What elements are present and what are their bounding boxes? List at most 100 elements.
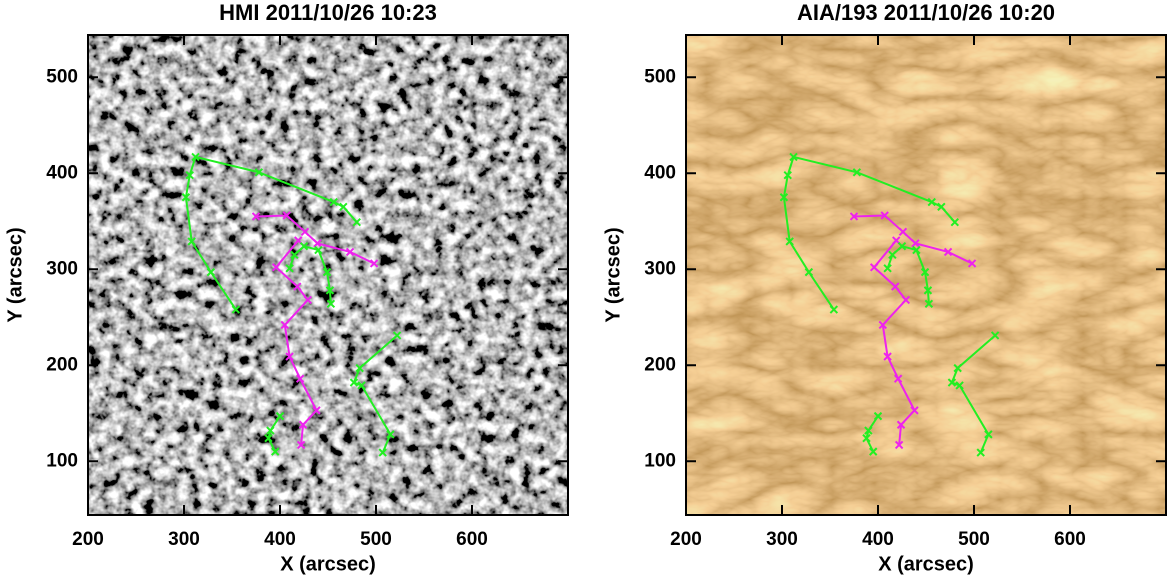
point-marker — [783, 170, 792, 180]
x-axis-label: X (arcsec) — [280, 553, 376, 575]
y-tick-label: 200 — [46, 354, 78, 375]
x-tick-label: 300 — [766, 529, 798, 550]
point-marker — [923, 286, 933, 295]
point-marker — [804, 267, 814, 277]
y-tick-label: 400 — [644, 162, 676, 183]
point-marker — [943, 247, 953, 257]
point-marker — [392, 331, 402, 340]
point-marker — [280, 320, 290, 330]
chart-title: HMI 2011/10/26 10:23 — [219, 0, 437, 25]
y-tick-label: 500 — [644, 66, 676, 87]
x-tick-label: 500 — [958, 529, 990, 550]
plot-frame — [685, 34, 1167, 516]
point-marker — [896, 420, 906, 429]
point-marker — [893, 374, 903, 383]
y-tick-label: 100 — [46, 450, 78, 471]
loop-trace — [872, 239, 916, 446]
point-marker — [251, 212, 261, 221]
point-marker — [181, 193, 191, 202]
y-tick-label: 200 — [644, 354, 676, 375]
point-marker — [355, 363, 364, 373]
y-tick-label: 400 — [46, 162, 78, 183]
point-marker — [779, 193, 789, 202]
x-tick-label: 600 — [1054, 529, 1086, 550]
point-marker — [299, 241, 309, 251]
y-tick-label: 100 — [644, 450, 676, 471]
loop-trace — [352, 334, 398, 453]
y-axis-label: Y (arcsec) — [4, 227, 26, 322]
x-tick-label: 400 — [264, 529, 296, 550]
point-marker — [271, 263, 281, 272]
point-marker — [883, 352, 892, 361]
x-tick-label: 200 — [72, 529, 104, 550]
x-tick-label: 300 — [168, 529, 200, 550]
y-tick-label: 300 — [644, 258, 676, 279]
loop-trace — [184, 155, 358, 311]
point-marker — [322, 267, 332, 277]
point-marker — [937, 202, 946, 212]
point-marker — [191, 152, 200, 162]
point-marker — [339, 202, 348, 212]
loop-trace — [782, 155, 956, 311]
point-marker — [927, 197, 936, 207]
plot-frame — [87, 34, 569, 516]
point-marker — [325, 286, 335, 295]
point-marker — [953, 363, 962, 373]
loop-trace — [267, 415, 281, 453]
point-marker — [976, 448, 985, 457]
point-marker — [852, 168, 862, 177]
point-marker — [352, 217, 362, 227]
point-marker — [300, 227, 310, 237]
point-marker — [266, 426, 275, 435]
point-marker — [293, 282, 302, 291]
point-marker — [185, 170, 194, 180]
point-marker — [369, 259, 379, 268]
point-marker — [357, 381, 366, 390]
point-marker — [894, 440, 904, 450]
x-tick-label: 500 — [360, 529, 392, 550]
point-marker — [296, 440, 306, 450]
point-marker — [785, 237, 794, 246]
point-marker — [967, 259, 977, 268]
point-marker — [990, 331, 1000, 340]
point-marker — [864, 426, 873, 435]
chart-title: AIA/193 2011/10/26 10:20 — [797, 0, 1055, 25]
y-tick-label: 300 — [46, 258, 78, 279]
y-axis-label: Y (arcsec) — [602, 227, 624, 322]
point-marker — [868, 447, 878, 456]
x-axis-label: X (arcsec) — [878, 553, 974, 575]
x-tick-label: 200 — [670, 529, 702, 550]
point-marker — [270, 447, 280, 456]
point-marker — [275, 411, 285, 421]
point-marker — [314, 245, 323, 255]
point-marker — [295, 374, 305, 383]
point-marker — [901, 295, 911, 305]
point-marker — [898, 227, 908, 237]
point-marker — [312, 406, 321, 415]
point-marker — [789, 152, 798, 162]
point-marker — [897, 241, 907, 251]
point-marker — [891, 282, 900, 291]
point-marker — [285, 264, 294, 273]
point-marker — [880, 211, 889, 220]
point-marker — [869, 263, 879, 272]
point-marker — [290, 250, 299, 260]
x-tick-label: 600 — [456, 529, 488, 550]
point-marker — [955, 381, 964, 390]
point-marker — [206, 267, 216, 277]
point-marker — [303, 295, 313, 305]
point-marker — [378, 448, 387, 457]
x-tick-label: 400 — [862, 529, 894, 550]
point-marker — [947, 378, 957, 387]
point-marker — [912, 245, 921, 255]
point-marker — [883, 264, 892, 273]
point-marker — [386, 430, 395, 439]
point-marker — [349, 378, 359, 387]
loop-trace — [853, 214, 973, 265]
point-marker — [829, 305, 839, 314]
y-tick-label: 500 — [46, 66, 78, 87]
loop-trace — [950, 334, 996, 453]
point-marker — [920, 267, 930, 277]
point-marker — [888, 250, 897, 260]
